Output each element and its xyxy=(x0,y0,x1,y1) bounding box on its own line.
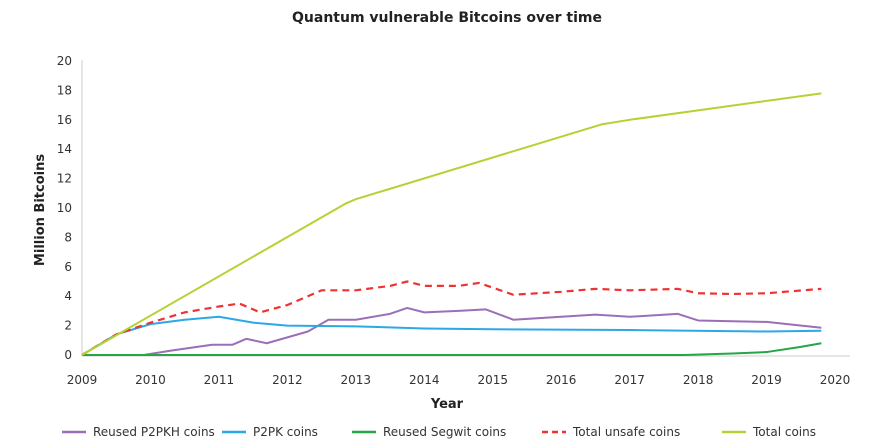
x-tick-label: 2017 xyxy=(614,373,645,387)
x-tick-label: 2013 xyxy=(341,373,372,387)
legend-label: Reused P2PKH coins xyxy=(93,425,215,439)
y-tick-label: 14 xyxy=(57,142,72,156)
series-line xyxy=(82,342,822,356)
x-tick-label: 2012 xyxy=(272,373,303,387)
y-tick-label: 2 xyxy=(64,319,72,333)
y-tick-label: 20 xyxy=(57,54,72,68)
series-line xyxy=(81,92,822,356)
chart-title: Quantum vulnerable Bitcoins over time xyxy=(292,10,602,26)
y-axis-label: Million Bitcoins xyxy=(33,154,48,266)
x-tick-label: 2011 xyxy=(204,373,235,387)
series-line xyxy=(143,306,822,356)
y-tick-label: 8 xyxy=(64,230,72,244)
legend-label: Total coins xyxy=(752,425,816,439)
y-tick-label: 6 xyxy=(64,260,72,274)
legend-label: Reused Segwit coins xyxy=(383,425,506,439)
y-tick-label: 4 xyxy=(64,289,72,303)
y-tick-label: 12 xyxy=(57,172,72,186)
x-axis-label: Year xyxy=(430,397,464,412)
x-tick-label: 2018 xyxy=(683,373,714,387)
legend-label: P2PK coins xyxy=(253,425,318,439)
x-tick-label: 2009 xyxy=(67,373,98,387)
y-tick-label: 16 xyxy=(57,113,72,127)
y-tick-label: 10 xyxy=(57,201,72,215)
y-tick-label: 18 xyxy=(57,83,72,97)
x-tick-label: 2015 xyxy=(477,373,508,387)
x-tick-label: 2010 xyxy=(135,373,166,387)
legend-label: Total unsafe coins xyxy=(572,425,680,439)
series-line xyxy=(81,315,822,356)
y-tick-label: 0 xyxy=(64,348,72,362)
x-tick-label: 2019 xyxy=(751,373,782,387)
x-tick-label: 2014 xyxy=(409,373,440,387)
series-line xyxy=(81,280,822,356)
x-tick-label: 2020 xyxy=(820,373,851,387)
x-tick-label: 2016 xyxy=(546,373,577,387)
